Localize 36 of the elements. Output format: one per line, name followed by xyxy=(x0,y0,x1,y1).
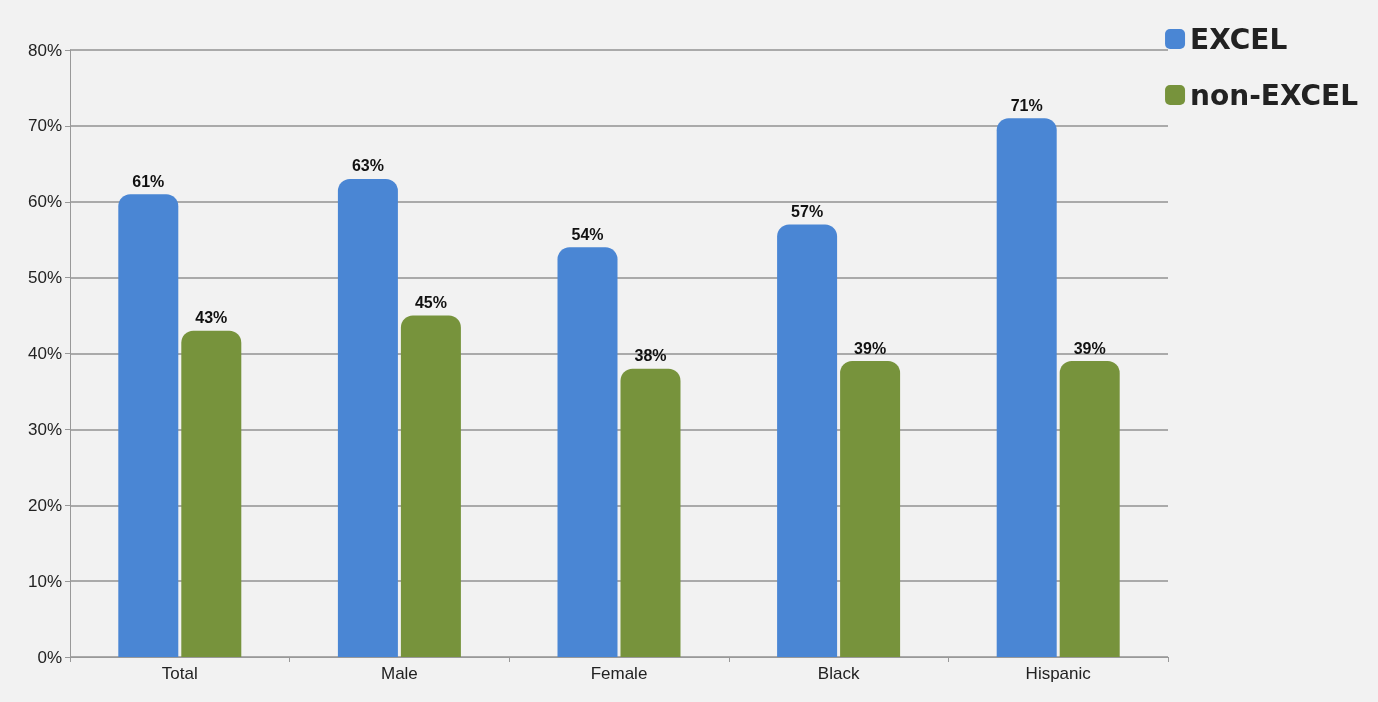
bar xyxy=(996,118,1057,657)
bar xyxy=(620,368,681,657)
y-tick-label: 80% xyxy=(27,40,62,60)
bar xyxy=(1059,361,1120,657)
data-label: 54% xyxy=(571,225,604,243)
bar xyxy=(400,315,461,657)
legend-label: non-EXCEL xyxy=(1190,78,1359,112)
bar xyxy=(777,224,838,657)
data-label: 39% xyxy=(1073,339,1106,357)
y-tick-label: 60% xyxy=(27,192,62,212)
data-label: 43% xyxy=(195,309,228,327)
legend-label: EXCEL xyxy=(1190,22,1288,56)
bar xyxy=(337,178,398,657)
bar xyxy=(557,247,618,657)
x-tick-label: Total xyxy=(161,664,198,683)
data-label: 45% xyxy=(414,294,447,312)
data-label: 57% xyxy=(791,203,824,221)
x-tick-label: Black xyxy=(817,664,860,683)
data-label: 61% xyxy=(132,172,165,190)
x-tick-label: Male xyxy=(380,664,418,683)
bar xyxy=(840,361,901,657)
bar xyxy=(181,330,242,657)
x-tick-label: Female xyxy=(590,664,648,683)
y-tick-label: 50% xyxy=(27,268,62,288)
y-tick-label: 30% xyxy=(27,419,62,439)
y-tick-label: 0% xyxy=(37,647,62,667)
data-label: 63% xyxy=(351,157,384,175)
y-tick-label: 70% xyxy=(27,116,62,136)
y-tick-label: 20% xyxy=(27,495,62,515)
y-tick-label: 40% xyxy=(27,344,62,363)
bar xyxy=(118,194,179,657)
y-tick-label: 10% xyxy=(27,571,62,591)
data-label: 71% xyxy=(1010,96,1043,114)
data-label: 38% xyxy=(634,347,667,365)
data-label: 39% xyxy=(854,339,887,357)
x-tick-label: Hispanic xyxy=(1025,664,1092,683)
